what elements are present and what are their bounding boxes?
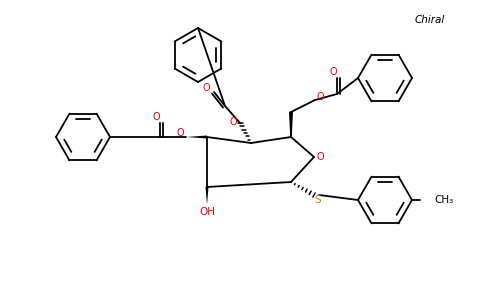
Polygon shape bbox=[206, 187, 209, 205]
Text: CH₃: CH₃ bbox=[434, 195, 453, 205]
Polygon shape bbox=[186, 136, 207, 139]
Text: O: O bbox=[202, 83, 210, 93]
Text: O: O bbox=[316, 92, 324, 102]
Text: O: O bbox=[329, 67, 337, 77]
Text: O: O bbox=[229, 117, 237, 127]
Text: O: O bbox=[152, 112, 160, 122]
Text: OH: OH bbox=[199, 207, 215, 217]
Text: S: S bbox=[315, 195, 321, 205]
Text: O: O bbox=[316, 152, 324, 162]
Text: Chiral: Chiral bbox=[415, 15, 445, 25]
Text: O: O bbox=[176, 128, 184, 138]
